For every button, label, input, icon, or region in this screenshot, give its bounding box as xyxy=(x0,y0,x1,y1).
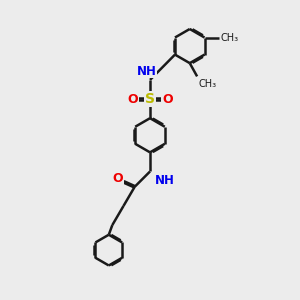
Text: NH: NH xyxy=(136,64,156,78)
Text: O: O xyxy=(162,93,173,106)
Text: CH₃: CH₃ xyxy=(199,79,217,89)
Text: S: S xyxy=(145,92,155,106)
Text: O: O xyxy=(127,93,138,106)
Text: NH: NH xyxy=(154,174,174,187)
Text: O: O xyxy=(112,172,123,185)
Text: CH₃: CH₃ xyxy=(221,32,239,43)
